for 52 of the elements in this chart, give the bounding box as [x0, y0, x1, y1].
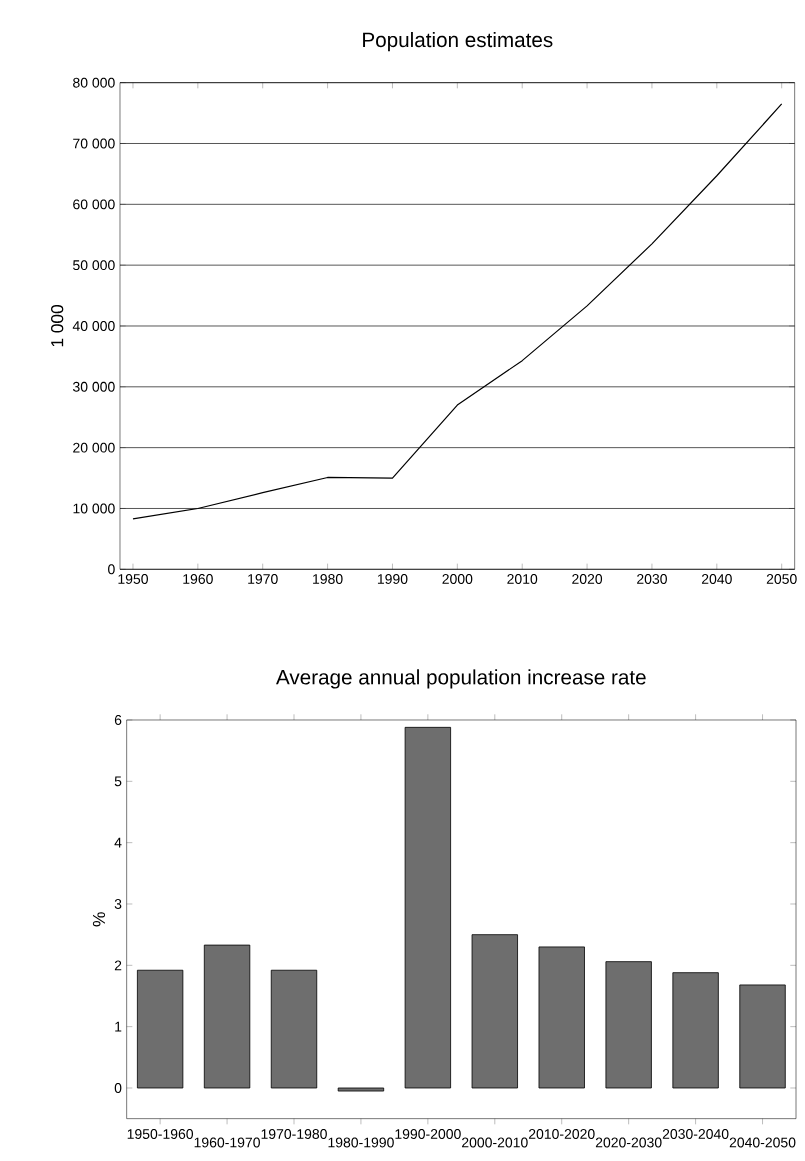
y-tick-label: 80 000	[73, 77, 115, 88]
y-tick-label: 10 000	[73, 503, 115, 514]
y-tick-label: 1	[115, 1021, 122, 1032]
bar	[404, 726, 452, 1089]
bar	[672, 972, 719, 1089]
y-tick-label: 3	[114, 899, 122, 909]
x-tick-label: 1970	[248, 574, 278, 584]
x-tick-label: 2020-2030	[595, 1137, 662, 1148]
x-tick-label: 2050	[766, 574, 797, 584]
y-tick-label: 0	[114, 1083, 122, 1093]
chart-title: Average annual population increase rate	[276, 669, 646, 689]
y-axis-title: %	[92, 912, 106, 927]
x-tick-label: 1950-1960	[127, 1129, 194, 1139]
x-tick-label: 1950	[118, 574, 148, 584]
y-tick-label: 50 000	[73, 260, 115, 271]
bar	[605, 961, 652, 1089]
x-tick-label: 2010-2020	[528, 1129, 595, 1139]
y-tick-label: 4	[114, 837, 122, 848]
x-tick-label: 2000	[442, 574, 473, 584]
x-tick-label: 2040-2050	[729, 1137, 796, 1148]
x-tick-label: 2020	[572, 574, 603, 584]
x-tick-label: 1960	[183, 574, 213, 584]
y-tick-label: 30 000	[72, 381, 115, 392]
x-tick-label: 2000-2010	[462, 1137, 528, 1148]
y-tick-label: 5	[114, 776, 122, 787]
x-tick-label: 1970-1980	[261, 1129, 327, 1139]
y-tick-label: 40 000	[72, 321, 115, 331]
bar	[136, 969, 184, 1089]
x-tick-label: 1990-2000	[395, 1129, 461, 1139]
y-tick-label: 2	[114, 960, 122, 971]
x-tick-label: 2030-2040	[662, 1129, 729, 1139]
x-tick-label: 2010	[507, 574, 538, 584]
bar	[538, 946, 585, 1089]
y-axis-title: 1 000	[51, 304, 64, 347]
bar	[203, 944, 251, 1089]
bar	[270, 969, 318, 1089]
bar	[337, 1087, 385, 1092]
x-tick-label: 2030	[637, 574, 667, 584]
chart-title: Population estimates	[363, 32, 553, 52]
x-tick-label: 1990	[377, 574, 408, 584]
x-tick-label: 2040	[701, 574, 732, 584]
x-tick-label: 1980-1990	[328, 1137, 394, 1148]
x-tick-label: 1980	[313, 574, 343, 584]
y-tick-label: 70 000	[73, 138, 115, 149]
y-tick-label: 6	[114, 715, 122, 725]
line-series	[132, 103, 783, 520]
y-tick-label: 0	[108, 564, 115, 575]
y-tick-label: 60 000	[73, 199, 115, 210]
bar	[739, 984, 786, 1089]
bar	[471, 934, 518, 1089]
x-tick-label: 1960-1970	[194, 1137, 260, 1148]
y-tick-label: 20 000	[73, 442, 115, 453]
